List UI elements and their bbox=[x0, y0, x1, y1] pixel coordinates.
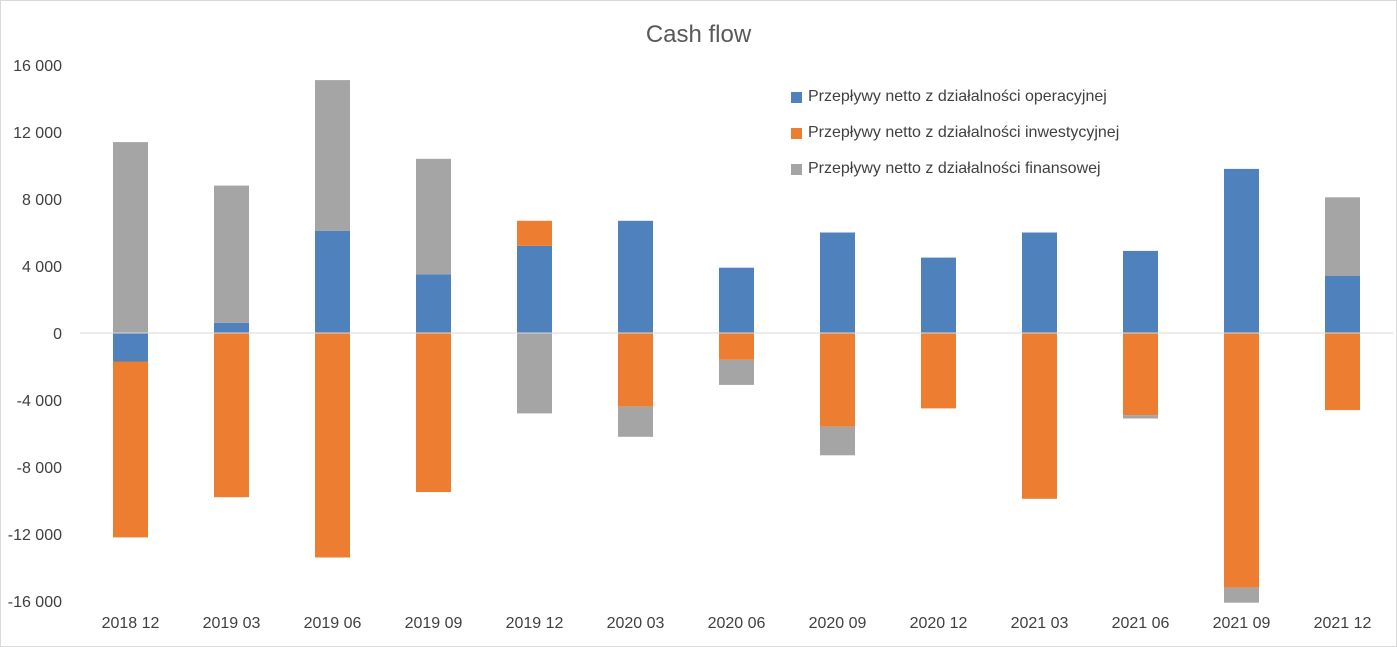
bar-series1-1 bbox=[214, 322, 249, 333]
y-tick-label: 0 bbox=[53, 326, 62, 343]
bar-series1-12 bbox=[1325, 276, 1360, 333]
bar-series2-8 bbox=[921, 333, 956, 409]
y-tick-label: -4 000 bbox=[17, 393, 62, 410]
y-tick-label: 8 000 bbox=[22, 192, 62, 209]
bar-series1-9 bbox=[1022, 232, 1057, 333]
x-tick-label: 2019 12 bbox=[506, 615, 564, 632]
bar-series2-10 bbox=[1123, 333, 1158, 416]
y-tick-label: -8 000 bbox=[17, 460, 62, 477]
legend: Przepływy netto z działalności operacyjn… bbox=[791, 79, 1119, 187]
legend-label: Przepływy netto z działalności finansowe… bbox=[808, 160, 1101, 177]
x-tick-label: 2019 06 bbox=[304, 615, 362, 632]
bar-series1-11 bbox=[1224, 168, 1259, 333]
bar-series3-3 bbox=[416, 158, 451, 275]
bar-series2-11 bbox=[1224, 333, 1259, 588]
x-tick-label: 2018 12 bbox=[102, 615, 160, 632]
bar-series3-1 bbox=[214, 185, 249, 323]
bar-series2-7 bbox=[820, 333, 855, 427]
bar-series3-5 bbox=[618, 406, 653, 437]
bar-series2-5 bbox=[618, 333, 653, 407]
x-tick-label: 2020 06 bbox=[708, 615, 766, 632]
x-axis-ticks: 2018 12 2019 03 2019 06 2019 09 2019 12 2020 … bbox=[102, 615, 1372, 632]
bar-series3-0 bbox=[113, 142, 148, 333]
x-tick-label: 2019 03 bbox=[203, 615, 261, 632]
bar-series1-10 bbox=[1123, 250, 1158, 333]
legend-swatch bbox=[791, 91, 802, 103]
legend-swatch bbox=[791, 163, 802, 175]
y-tick-label: -16 000 bbox=[8, 594, 62, 611]
bars-layer bbox=[113, 80, 1360, 603]
x-tick-label: 2021 03 bbox=[1011, 615, 1069, 632]
y-tick-label: 16 000 bbox=[13, 58, 62, 75]
bar-series3-4 bbox=[517, 333, 552, 414]
x-tick-label: 2021 09 bbox=[1213, 615, 1271, 632]
bar-series1-0 bbox=[113, 333, 148, 362]
legend-item-2: Przepływy netto z działalności inwestycy… bbox=[791, 115, 1119, 151]
bar-series3-6 bbox=[719, 359, 754, 385]
bar-series2-2 bbox=[315, 333, 350, 558]
chart-title: Cash flow bbox=[645, 21, 752, 48]
bar-series2-6 bbox=[719, 333, 754, 360]
bar-series2-1 bbox=[214, 333, 249, 498]
bar-series3-2 bbox=[315, 80, 350, 231]
bar-series1-5 bbox=[618, 220, 653, 333]
bar-series1-8 bbox=[921, 257, 956, 333]
bar-series3-11 bbox=[1224, 587, 1259, 603]
bar-series1-3 bbox=[416, 274, 451, 333]
x-tick-label: 2021 06 bbox=[1112, 615, 1170, 632]
y-tick-label: 12 000 bbox=[13, 125, 62, 142]
legend-item-1: Przepływy netto z działalności operacyjn… bbox=[791, 79, 1119, 115]
bar-series1-6 bbox=[719, 267, 754, 333]
bar-series3-7 bbox=[820, 426, 855, 456]
x-tick-label: 2020 12 bbox=[910, 615, 968, 632]
y-axis-ticks: 16 000 12 000 8 000 4 000 0 -4 000 -8 000 -12 0… bbox=[8, 58, 62, 611]
legend-label: Przepływy netto z działalności inwestycy… bbox=[808, 124, 1120, 141]
legend-item-3: Przepływy netto z działalności finansowe… bbox=[791, 151, 1119, 187]
x-tick-label: 2019 09 bbox=[405, 615, 463, 632]
legend-swatch bbox=[791, 127, 802, 139]
bar-series2-9 bbox=[1022, 333, 1057, 499]
y-tick-label: -12 000 bbox=[8, 527, 62, 544]
bar-series1-4 bbox=[517, 245, 552, 333]
x-tick-label: 2020 03 bbox=[607, 615, 665, 632]
x-tick-label: 2021 12 bbox=[1314, 615, 1372, 632]
bar-series3-12 bbox=[1325, 197, 1360, 276]
x-tick-label: 2020 09 bbox=[809, 615, 867, 632]
bar-series2-3 bbox=[416, 333, 451, 493]
bar-series2-4 bbox=[517, 220, 552, 246]
bar-series3-10 bbox=[1123, 415, 1158, 419]
bar-series1-7 bbox=[820, 232, 855, 333]
y-tick-label: 4 000 bbox=[22, 259, 62, 276]
legend-label: Przepływy netto z działalności operacyjn… bbox=[808, 88, 1107, 105]
bar-series1-2 bbox=[315, 230, 350, 333]
bar-series2-0 bbox=[113, 361, 148, 538]
bar-series2-12 bbox=[1325, 333, 1360, 411]
